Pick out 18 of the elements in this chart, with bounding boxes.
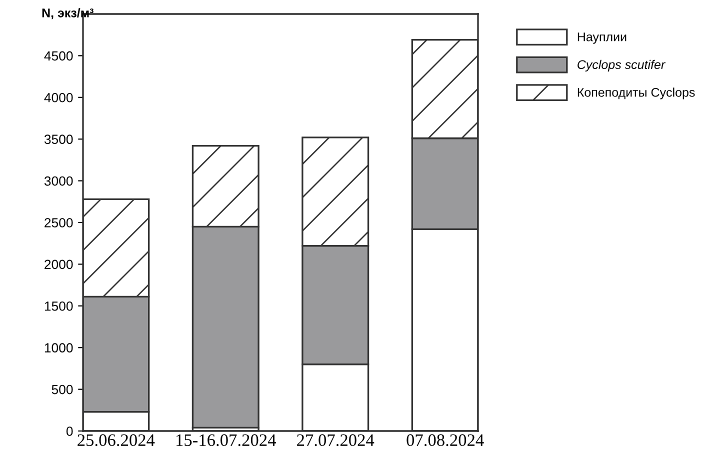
- legend-label: Cyclops scutifer: [578, 60, 666, 72]
- legend-label: Науплии: [578, 32, 626, 44]
- y-tick-label: 3500: [44, 134, 73, 144]
- x-tick-label: 27.07.2024: [297, 434, 374, 446]
- y-tick-label: 0: [66, 426, 73, 436]
- y-tick-label: 1500: [44, 301, 73, 311]
- y-tick-label: 3000: [44, 176, 73, 186]
- x-tick-label: 07.08.2024: [406, 434, 484, 446]
- y-tick-label: 2000: [44, 260, 73, 270]
- legend-label: Копеподиты Cyclops: [578, 88, 695, 100]
- y-tick-label: 2500: [44, 218, 73, 228]
- y-tick-label: 4500: [44, 51, 73, 61]
- y-axis-title: N, экз/м³: [42, 8, 94, 20]
- y-tick-label: 4000: [44, 92, 73, 102]
- y-tick-label: 1000: [44, 343, 73, 353]
- x-tick-label: 25.06.2024: [78, 434, 155, 446]
- x-tick-label: 15-16.07.2024: [176, 434, 276, 446]
- y-tick-label: 500: [52, 384, 73, 394]
